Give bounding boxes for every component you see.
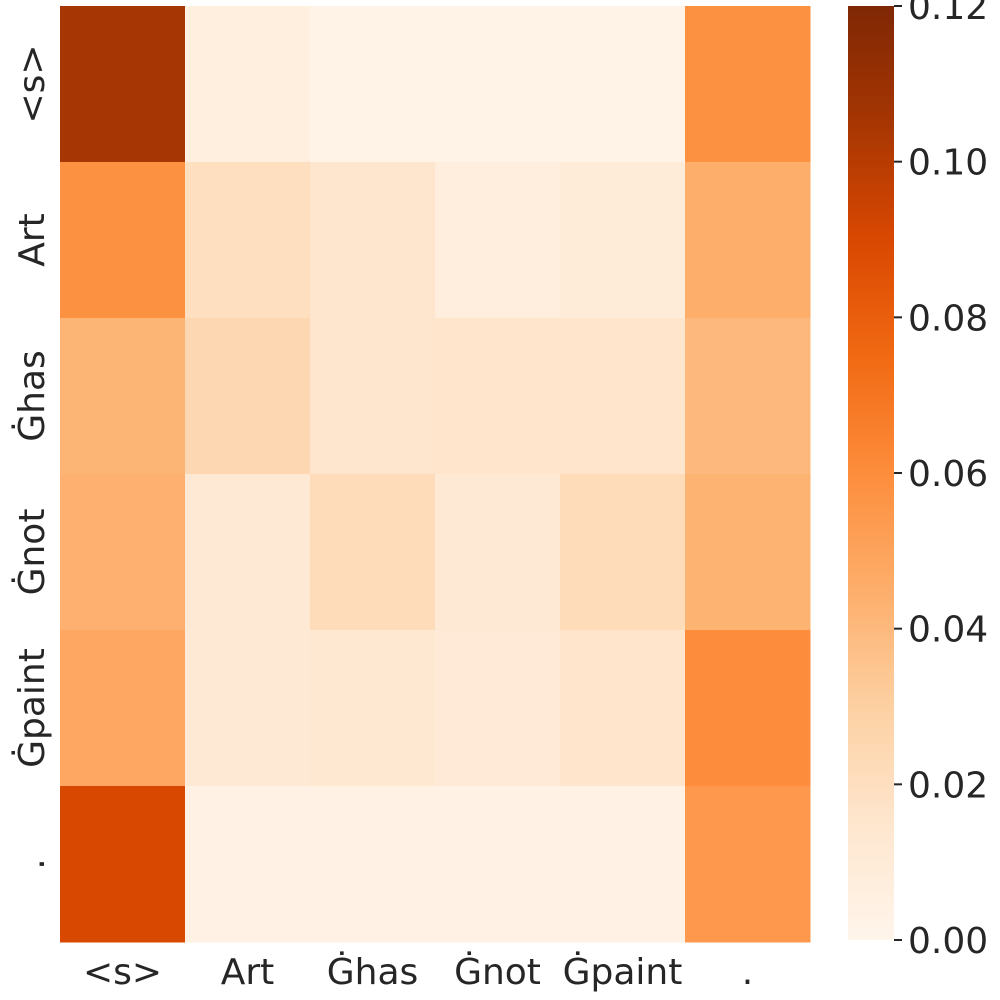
x-tick-label: Ġhas [327, 951, 419, 993]
heatmap-cell [310, 6, 436, 163]
heatmap-cell [560, 630, 686, 787]
heatmap-cell [435, 630, 561, 787]
heatmap-cell [560, 318, 686, 475]
heatmap-cell [185, 6, 311, 163]
heatmap-cell [685, 162, 811, 319]
y-tick-label: . [12, 858, 53, 869]
heatmap-cell [185, 786, 311, 943]
colorbar-tick-label: 0.06 [908, 454, 988, 495]
heatmap-cell [435, 318, 561, 475]
heatmap-cell [560, 162, 686, 319]
heatmap-cell [60, 318, 186, 475]
heatmap-cell [685, 474, 811, 631]
x-tick-label: Art [221, 952, 275, 993]
heatmap-cell [310, 630, 436, 787]
x-tick-label: Ġnot [454, 951, 541, 993]
heatmap-cell [60, 162, 186, 319]
heatmap-cell [435, 786, 561, 943]
heatmap-cell [310, 786, 436, 943]
heatmap-cell [310, 318, 436, 475]
y-tick-label: Art [12, 213, 53, 267]
x-tick-label: Ġpaint [563, 951, 683, 993]
colorbar-tick-label: 0.08 [908, 298, 988, 339]
heatmap-cell [60, 474, 186, 631]
x-tick-label: <s> [83, 952, 162, 993]
heatmap-cell [60, 630, 186, 787]
heatmap-cell [435, 162, 561, 319]
y-tick-label: Ġnot [11, 509, 53, 596]
heatmap-cells [60, 6, 811, 943]
heatmap-cell [60, 786, 186, 943]
colorbar-tick-label: 0.10 [908, 143, 988, 184]
colorbar-tick-label: 0.02 [908, 765, 988, 806]
heatmap-cell [435, 6, 561, 163]
y-tick-labels: <s> Art Ġhas Ġnot Ġpaint. [11, 44, 53, 869]
x-tick-labels: <s> Art Ġhas Ġnot Ġpaint. [83, 951, 753, 993]
colorbar-tick-label: 0.04 [908, 610, 988, 651]
heatmap-cell [685, 6, 811, 163]
heatmap-cell [685, 786, 811, 943]
heatmap-cell [560, 6, 686, 163]
heatmap-cell [185, 162, 311, 319]
y-tick-label: Ġpaint [11, 648, 53, 768]
heatmap-cell [185, 474, 311, 631]
heatmap-cell [310, 162, 436, 319]
heatmap-cell [435, 474, 561, 631]
heatmap-cell [185, 318, 311, 475]
heatmap-cell [60, 6, 186, 163]
colorbar [848, 6, 894, 940]
colorbar-tick-labels: 0.00 0.02 0.04 0.06 0.08 0.10 0.12 [894, 0, 988, 962]
heatmap-cell [185, 630, 311, 787]
heatmap-cell [685, 318, 811, 475]
x-tick-label: . [742, 952, 753, 993]
heatmap-cell [560, 474, 686, 631]
heatmap-cell [310, 474, 436, 631]
heatmap-cell [685, 630, 811, 787]
y-tick-label: Ġhas [11, 350, 53, 442]
y-tick-label: <s> [12, 44, 53, 123]
heatmap-cell [560, 786, 686, 943]
colorbar-tick-label: 0.12 [908, 0, 988, 28]
colorbar-tick-label: 0.00 [908, 921, 988, 962]
